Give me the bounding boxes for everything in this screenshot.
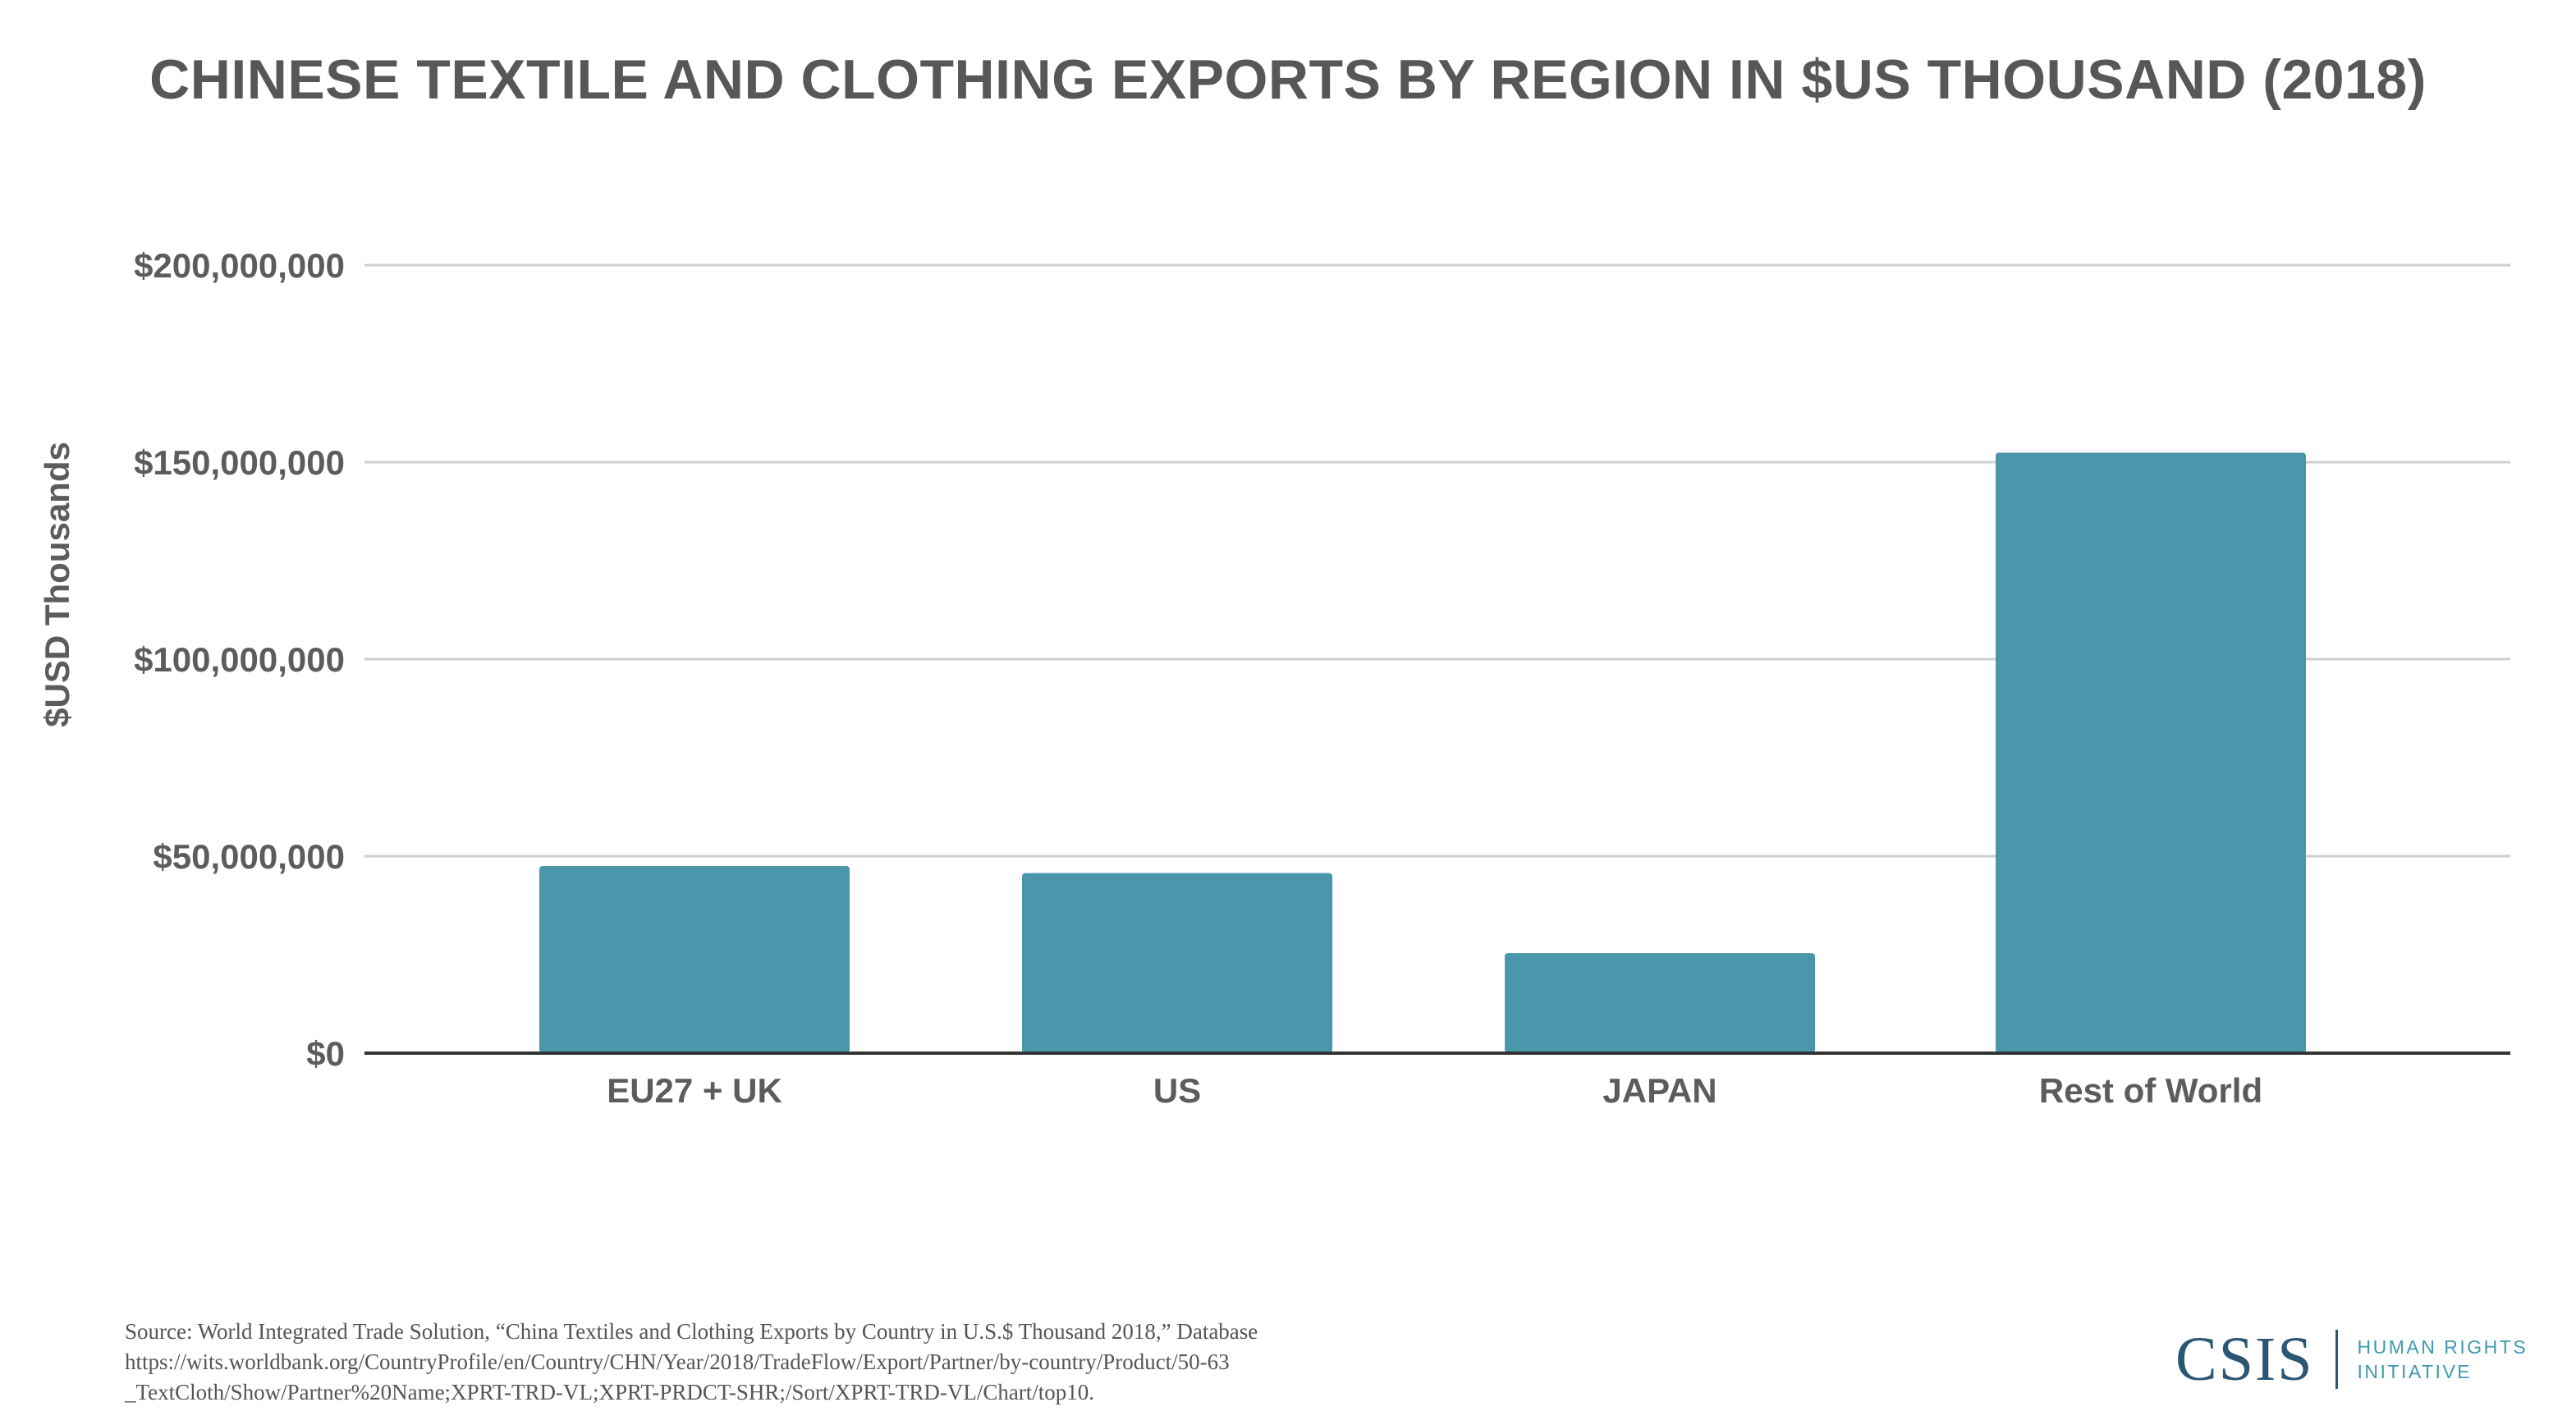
y-axis-ticks: $0 $50,000,000 $100,000,000 $150,000,000 $20…: [134, 246, 345, 1073]
x-tick-label: JAPAN: [1602, 1071, 1717, 1110]
bar: [539, 866, 850, 1053]
bar: [1996, 452, 2306, 1053]
source-line: Source: World Integrated Trade Solution,…: [125, 1319, 1258, 1344]
y-tick-label: $100,000,000: [134, 640, 345, 679]
y-tick-label: $200,000,000: [134, 246, 345, 285]
x-tick-label: US: [1153, 1071, 1201, 1110]
y-tick-label: $150,000,000: [134, 443, 345, 482]
y-axis-label: $USD Thousands: [38, 442, 76, 727]
logo-subtitle: HUMAN RIGHTS INITIATIVE: [2358, 1335, 2528, 1384]
bar: [1022, 873, 1332, 1053]
logo-wordmark: CSIS: [2175, 1325, 2314, 1394]
source-line: https://wits.worldbank.org/CountryProfil…: [125, 1349, 1230, 1374]
x-tick-label: EU27 + UK: [607, 1071, 782, 1110]
y-tick-label: $0: [306, 1034, 345, 1073]
source-note: Source: World Integrated Trade Solution,…: [125, 1317, 1684, 1408]
chart-title: CHINESE TEXTILE AND CLOTHING EXPORTS BY …: [149, 48, 2427, 111]
x-axis-ticks: EU27 + UK US JAPAN Rest of World: [607, 1071, 2262, 1110]
csis-logo: CSIS HUMAN RIGHTS INITIATIVE: [2175, 1325, 2528, 1394]
logo-divider: [2335, 1330, 2338, 1389]
source-line: _TextCloth/Show/Partner%20Name;XPRT-TRD-…: [125, 1380, 1095, 1404]
x-tick-label: Rest of World: [2039, 1071, 2262, 1110]
y-tick-label: $50,000,000: [153, 837, 345, 876]
bar: [1505, 953, 1815, 1053]
bars: [364, 452, 2510, 1055]
logo-subtitle-line: HUMAN RIGHTS: [2357, 1336, 2528, 1358]
logo-subtitle-line: INITIATIVE: [2357, 1361, 2473, 1382]
